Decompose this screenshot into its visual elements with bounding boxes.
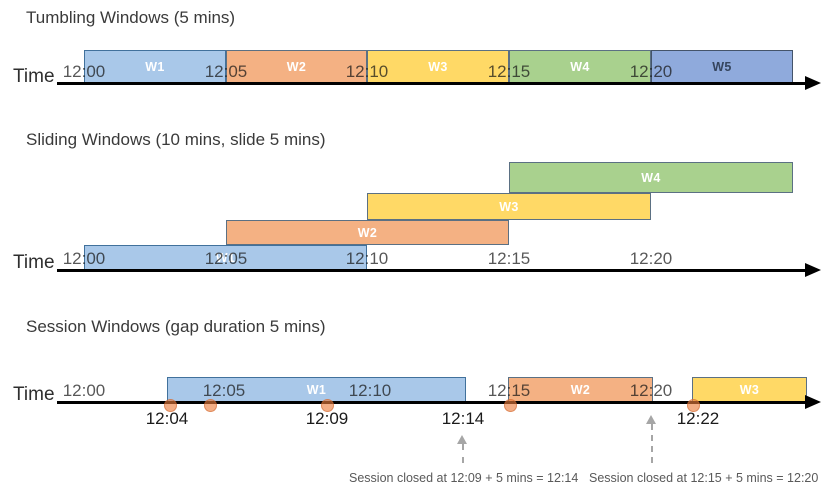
tumbling-axis-arrow-icon: [805, 76, 821, 90]
tumbling-title: Tumbling Windows (5 mins): [26, 8, 236, 27]
window-label: W3: [428, 59, 448, 74]
window-label: W2: [357, 225, 378, 240]
annotation-text: Session closed at 12:15 + 5 mins = 12:20: [589, 471, 819, 485]
sliding-window-w3: W3: [367, 193, 651, 220]
annotation-text: Session closed at 12:09 + 5 mins = 12:14: [349, 471, 579, 485]
sliding-axis-arrow-icon: [805, 263, 821, 277]
tick-label: 12:00: [62, 62, 106, 81]
tick-label: 12:05: [202, 381, 246, 400]
sliding-time-label: Time: [13, 252, 55, 273]
tick-label: 12:15: [487, 249, 531, 268]
event-dot: [204, 399, 217, 412]
event-time-label: 12:14: [441, 409, 485, 428]
event-time-label: 12:04: [145, 409, 189, 428]
window-label: W5: [712, 59, 732, 74]
tumbling-window-w2: W2: [226, 50, 367, 83]
tick-label: 12:05: [204, 62, 248, 81]
window-label: W3: [739, 383, 760, 397]
tumbling-time-label: Time: [13, 66, 55, 87]
sliding-title: Sliding Windows (10 mins, slide 5 mins): [26, 130, 326, 149]
tumbling-window-w1: W1: [84, 50, 226, 83]
session-close-arrow-line: [462, 444, 464, 463]
session-close-arrow-icon: [646, 415, 656, 424]
session-window-w2: W2: [508, 377, 653, 403]
tick-label: 12:15: [487, 381, 531, 400]
session-time-label: Time: [13, 384, 55, 405]
event-dot: [164, 399, 177, 412]
event-time-label: 12:22: [676, 409, 720, 428]
window-label: W2: [286, 59, 307, 74]
event-time-label: 12:09: [305, 409, 349, 428]
tumbling-time-axis: [57, 82, 808, 85]
window-label: W1: [145, 59, 165, 74]
tumbling-window-w4: W4: [509, 50, 651, 83]
window-label: W1: [215, 250, 236, 265]
sliding-time-axis: [57, 269, 808, 272]
tick-label: 12:00: [62, 249, 106, 268]
tick-label: 12:20: [629, 62, 673, 81]
tick-label: 12:05: [204, 249, 248, 268]
session-axis-arrow-icon: [805, 395, 821, 409]
sliding-window-w4: W4: [509, 162, 793, 193]
tick-label: 12:20: [629, 249, 673, 268]
session-title: Session Windows (gap duration 5 mins): [26, 317, 326, 336]
window-label: W3: [499, 199, 519, 214]
sliding-window-w2: W2: [226, 220, 509, 245]
session-close-arrow-line: [651, 424, 653, 463]
window-label: W4: [641, 170, 661, 185]
window-label: W2: [570, 383, 591, 397]
tick-label: 12:10: [345, 249, 389, 268]
tick-label: 12:20: [629, 381, 673, 400]
tick-label: 12:10: [348, 381, 392, 400]
window-label: W1: [306, 383, 327, 397]
tumbling-window-w5: W5: [651, 50, 793, 83]
session-close-arrow-icon: [457, 435, 467, 444]
session-time-axis: [57, 401, 808, 404]
tick-label: 12:15: [487, 62, 531, 81]
window-label: W4: [570, 59, 590, 74]
tick-label: 12:00: [62, 381, 106, 400]
sliding-window-w1: W1: [84, 245, 367, 270]
event-dot: [321, 399, 334, 412]
tick-label: 12:10: [345, 62, 389, 81]
event-dot: [687, 399, 700, 412]
event-dot: [504, 399, 517, 412]
session-window-w3: W3: [692, 377, 807, 403]
